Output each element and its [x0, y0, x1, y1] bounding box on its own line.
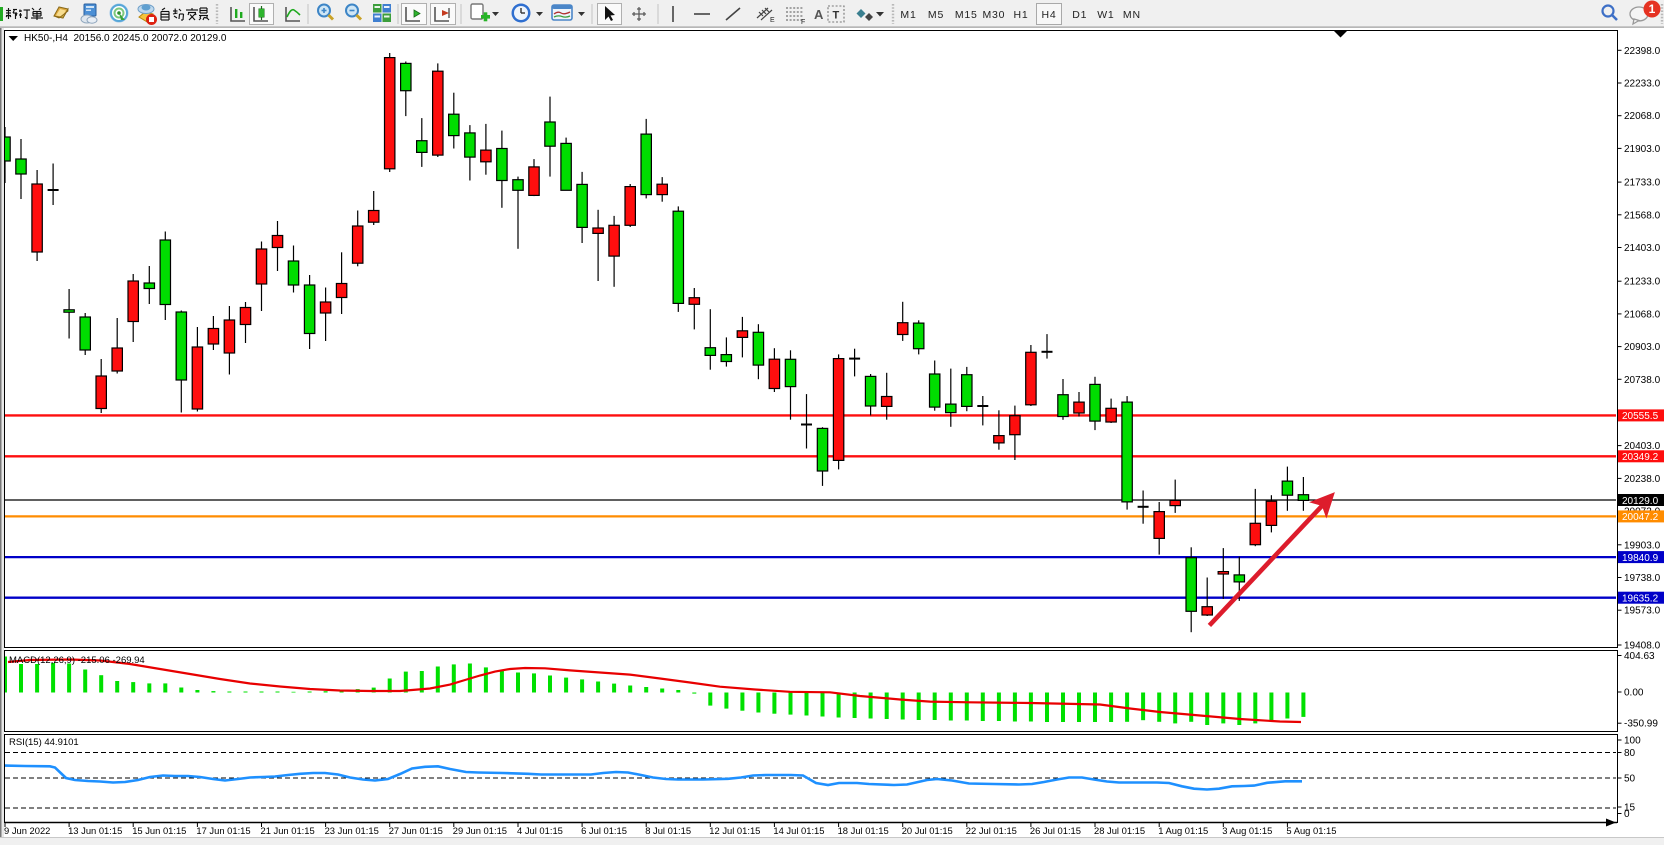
svg-text:21903.0: 21903.0 — [1624, 144, 1661, 155]
svg-text:22233.0: 22233.0 — [1624, 79, 1661, 90]
svg-text:1 Aug 01:15: 1 Aug 01:15 — [1158, 825, 1208, 836]
svg-text:18 Jul 01:15: 18 Jul 01:15 — [838, 825, 889, 836]
svg-text:M15: M15 — [955, 9, 978, 21]
svg-text:0: 0 — [1624, 809, 1630, 820]
svg-text:20903.0: 20903.0 — [1624, 342, 1661, 353]
svg-text:29 Jun 01:15: 29 Jun 01:15 — [453, 825, 507, 836]
svg-text:21068.0: 21068.0 — [1624, 309, 1661, 320]
svg-text:A: A — [814, 7, 824, 22]
svg-text:-350.99: -350.99 — [1624, 719, 1658, 730]
svg-text:F: F — [801, 19, 805, 26]
svg-text:20555.5: 20555.5 — [1622, 411, 1659, 422]
svg-text:4 Jul 01:15: 4 Jul 01:15 — [517, 825, 563, 836]
svg-text:H4: H4 — [1041, 9, 1056, 21]
svg-text:RSI(15) 44.9101: RSI(15) 44.9101 — [9, 737, 79, 748]
svg-text:21403.0: 21403.0 — [1624, 243, 1661, 254]
svg-text:19840.9: 19840.9 — [1622, 553, 1659, 564]
svg-text:17 Jun 01:15: 17 Jun 01:15 — [196, 825, 250, 836]
svg-text:8 Jul 01:15: 8 Jul 01:15 — [645, 825, 691, 836]
svg-text:MACD(12,26,9) -215.06 -269.94: MACD(12,26,9) -215.06 -269.94 — [9, 655, 145, 666]
svg-text:19903.0: 19903.0 — [1624, 540, 1661, 551]
svg-text:6 Jul 01:15: 6 Jul 01:15 — [581, 825, 627, 836]
svg-text:T: T — [833, 10, 840, 22]
svg-text:1: 1 — [1649, 2, 1656, 16]
svg-text:100: 100 — [1624, 736, 1641, 747]
svg-text:21 Jun 01:15: 21 Jun 01:15 — [261, 825, 315, 836]
svg-text:19738.0: 19738.0 — [1624, 573, 1661, 584]
svg-text:15: 15 — [1624, 803, 1636, 814]
svg-text:20738.0: 20738.0 — [1624, 375, 1661, 386]
svg-text:15 Jun 01:15: 15 Jun 01:15 — [132, 825, 186, 836]
svg-text:M1: M1 — [900, 9, 916, 21]
svg-text:13 Jun 01:15: 13 Jun 01:15 — [68, 825, 122, 836]
svg-text:22 Jul 01:15: 22 Jul 01:15 — [966, 825, 1017, 836]
svg-text:22068.0: 22068.0 — [1624, 111, 1661, 122]
svg-text:M5: M5 — [928, 9, 944, 21]
svg-text:20349.2: 20349.2 — [1622, 452, 1659, 463]
svg-text:19573.0: 19573.0 — [1624, 606, 1661, 617]
svg-text:20047.2: 20047.2 — [1622, 512, 1659, 523]
svg-text:M30: M30 — [982, 9, 1005, 21]
svg-text:3 Aug 01:15: 3 Aug 01:15 — [1222, 825, 1272, 836]
svg-text:20 Jul 01:15: 20 Jul 01:15 — [902, 825, 953, 836]
svg-text:H1: H1 — [1013, 9, 1028, 21]
svg-text:5 Aug 01:15: 5 Aug 01:15 — [1286, 825, 1336, 836]
svg-text:80: 80 — [1624, 748, 1636, 759]
svg-text:22398.0: 22398.0 — [1624, 46, 1661, 57]
svg-text:21733.0: 21733.0 — [1624, 178, 1661, 189]
svg-text:21233.0: 21233.0 — [1624, 277, 1661, 288]
svg-text:12 Jul 01:15: 12 Jul 01:15 — [709, 825, 760, 836]
svg-text:0.00: 0.00 — [1624, 688, 1644, 699]
svg-text:D1: D1 — [1072, 9, 1087, 21]
svg-text:W1: W1 — [1097, 9, 1114, 21]
svg-text:20238.0: 20238.0 — [1624, 474, 1661, 485]
svg-text:E: E — [770, 17, 775, 24]
svg-text:404.63: 404.63 — [1624, 651, 1655, 662]
svg-text:50: 50 — [1624, 774, 1636, 785]
svg-text:27 Jun 01:15: 27 Jun 01:15 — [389, 825, 443, 836]
svg-text:21568.0: 21568.0 — [1624, 210, 1661, 221]
svg-text:MN: MN — [1123, 9, 1141, 21]
svg-text:20403.0: 20403.0 — [1624, 441, 1661, 452]
svg-text:HK50-,H4 20156.0 20245.0 2007: HK50-,H4 20156.0 20245.0 20072.0 20129.0 — [24, 33, 227, 44]
svg-text:23 Jun 01:15: 23 Jun 01:15 — [325, 825, 379, 836]
svg-text:20129.0: 20129.0 — [1622, 496, 1659, 507]
svg-text:9 Jun 2022: 9 Jun 2022 — [4, 825, 50, 836]
svg-text:28 Jul 01:15: 28 Jul 01:15 — [1094, 825, 1145, 836]
svg-text:19408.0: 19408.0 — [1624, 641, 1661, 652]
svg-text:19635.2: 19635.2 — [1622, 594, 1659, 605]
svg-text:26 Jul 01:15: 26 Jul 01:15 — [1030, 825, 1081, 836]
svg-text:14 Jul 01:15: 14 Jul 01:15 — [773, 825, 824, 836]
